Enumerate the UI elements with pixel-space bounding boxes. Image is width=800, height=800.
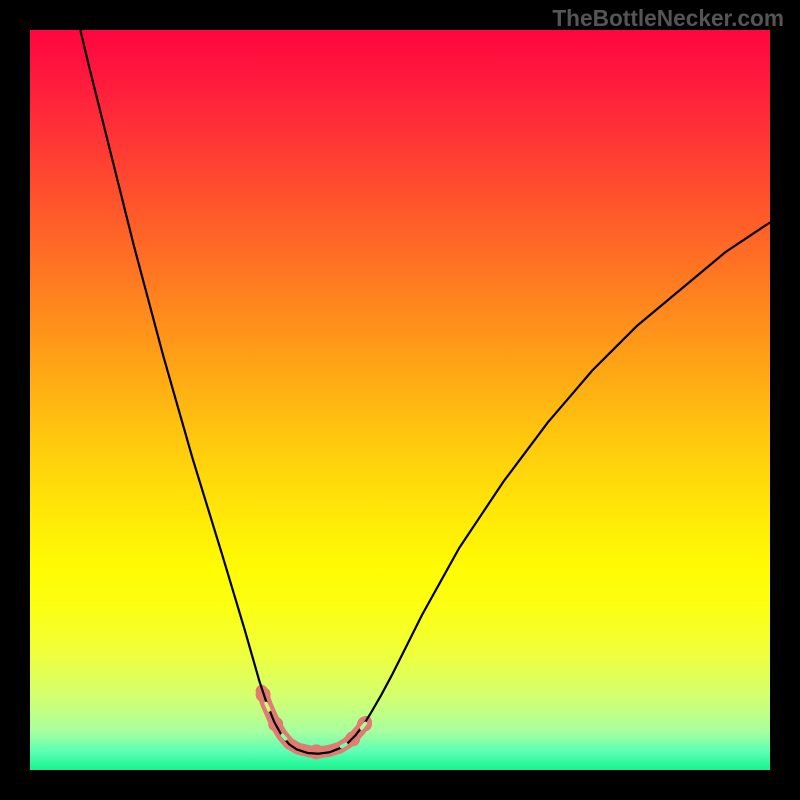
- bead-dot: [309, 744, 324, 759]
- watermark-text: TheBottleNecker.com: [552, 5, 784, 32]
- curve-layer: [30, 30, 770, 770]
- bead-gap: [282, 735, 285, 739]
- plot-area: [30, 30, 770, 770]
- main-curve: [80, 30, 770, 754]
- bead-gap: [342, 744, 346, 747]
